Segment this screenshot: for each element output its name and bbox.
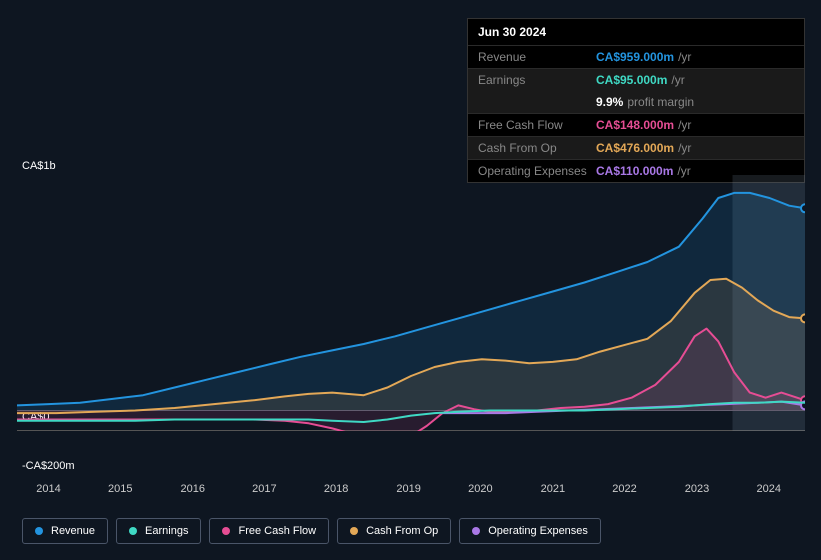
- tooltip-row-value: CA$959.000m: [596, 50, 674, 64]
- legend-item[interactable]: Revenue: [22, 518, 108, 544]
- x-axis: 2014 2015 2016 2017 2018 2019 2020 2021 2022 2023…: [17, 483, 805, 503]
- tooltip-row: EarningsCA$95.000m/yr: [468, 68, 804, 91]
- x-axis-label: 2017: [252, 483, 276, 495]
- x-axis-label: 2024: [757, 483, 781, 495]
- legend-label: Free Cash Flow: [238, 525, 316, 537]
- chart-area: [17, 175, 805, 477]
- tooltip-row-label: [478, 95, 596, 109]
- legend-dot-icon: [472, 527, 480, 535]
- legend-item[interactable]: Earnings: [116, 518, 201, 544]
- legend-dot-icon: [35, 527, 43, 535]
- tooltip-row-suffix: profit margin: [627, 95, 694, 109]
- legend: Revenue Earnings Free Cash Flow Cash From O…: [22, 518, 601, 544]
- tooltip-row: 9.9% profit margin: [468, 91, 804, 113]
- x-axis-label: 2015: [108, 483, 132, 495]
- tooltip-date: Jun 30 2024: [468, 19, 804, 45]
- tooltip-row-label: Revenue: [478, 50, 596, 64]
- series-end-marker: [801, 204, 805, 212]
- tooltip-row-suffix: /yr: [678, 118, 691, 132]
- tooltip-row-value: CA$148.000m: [596, 118, 674, 132]
- x-axis-label: 2016: [180, 483, 204, 495]
- x-axis-label: 2014: [36, 483, 60, 495]
- tooltip-row-label: Cash From Op: [478, 141, 596, 155]
- y-axis-label: CA$1b: [22, 160, 56, 172]
- tooltip-row: Free Cash FlowCA$148.000m/yr: [468, 113, 804, 136]
- legend-dot-icon: [129, 527, 137, 535]
- chart-svg: [17, 175, 805, 431]
- x-axis-label: 2018: [324, 483, 348, 495]
- x-axis-label: 2019: [396, 483, 420, 495]
- legend-label: Revenue: [51, 525, 95, 537]
- tooltip-row-value: 9.9%: [596, 95, 623, 109]
- legend-item[interactable]: Operating Expenses: [459, 518, 601, 544]
- legend-label: Earnings: [145, 525, 188, 537]
- x-axis-label: 2023: [685, 483, 709, 495]
- series-end-marker: [801, 314, 805, 322]
- x-axis-label: 2021: [541, 483, 565, 495]
- tooltip-row: RevenueCA$959.000m/yr: [468, 45, 804, 68]
- tooltip-row-suffix: /yr: [671, 73, 684, 87]
- tooltip-row-label: Free Cash Flow: [478, 118, 596, 132]
- legend-label: Cash From Op: [366, 525, 438, 537]
- x-axis-label: 2020: [468, 483, 492, 495]
- legend-item[interactable]: Cash From Op: [337, 518, 451, 544]
- tooltip-row-suffix: /yr: [678, 141, 691, 155]
- tooltip-row-value: CA$476.000m: [596, 141, 674, 155]
- legend-dot-icon: [350, 527, 358, 535]
- legend-dot-icon: [222, 527, 230, 535]
- tooltip-row: Cash From OpCA$476.000m/yr: [468, 136, 804, 159]
- x-axis-label: 2022: [612, 483, 636, 495]
- chart-tooltip: Jun 30 2024 RevenueCA$959.000m/yrEarning…: [467, 18, 805, 183]
- tooltip-row-label: Earnings: [478, 73, 596, 87]
- tooltip-row-suffix: /yr: [678, 50, 691, 64]
- legend-label: Operating Expenses: [488, 525, 588, 537]
- tooltip-row-value: CA$95.000m: [596, 73, 667, 87]
- legend-item[interactable]: Free Cash Flow: [209, 518, 329, 544]
